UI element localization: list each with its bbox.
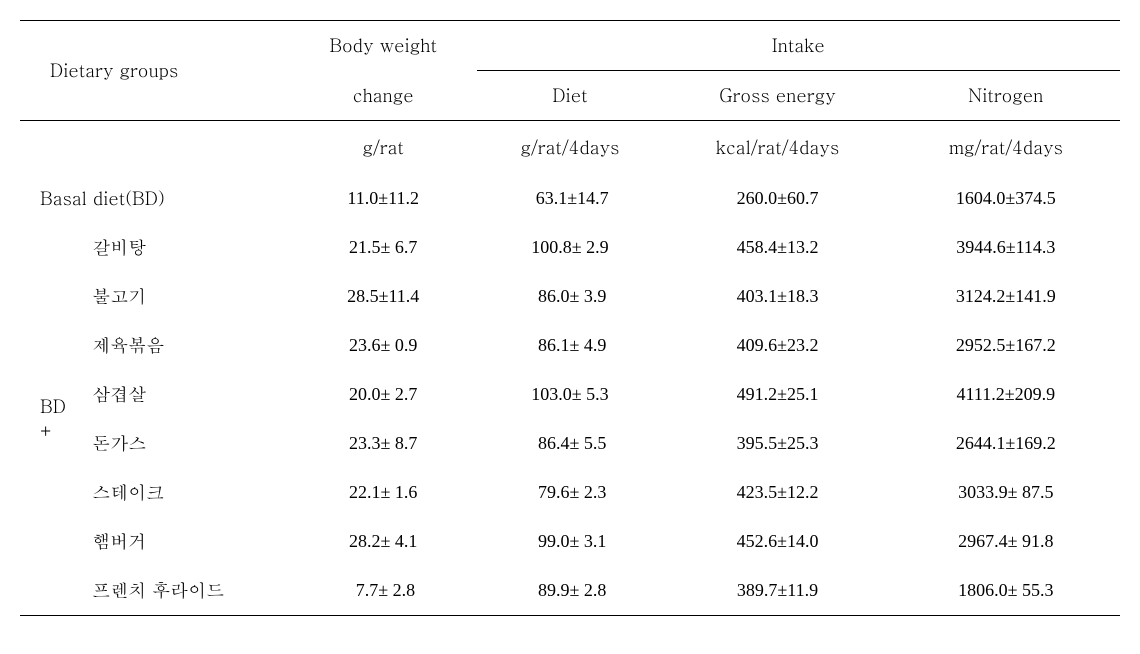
cell-nitrogen: 1806.0± 55.3	[892, 566, 1120, 616]
header-gross-energy: Gross energy	[663, 71, 891, 121]
food-name: 햄버거	[82, 517, 290, 566]
cell-nitrogen: 3033.9± 87.5	[892, 468, 1120, 517]
unit-gross-energy: kcal/rat/4days	[663, 121, 891, 175]
table-row: 햄버거 28.2± 4.1 99.0± 3.1 452.6±14.0 2967.…	[20, 517, 1120, 566]
cell-nitrogen: 3944.6±114.3	[892, 223, 1120, 272]
unit-empty	[20, 121, 290, 175]
table-row: 제육볶음 23.6± 0.9 86.1± 4.9 409.6±23.2 2952…	[20, 321, 1120, 370]
food-name: 삼겹살	[82, 370, 290, 419]
cell-gross-energy: 452.6±14.0	[663, 517, 891, 566]
unit-row: g/rat g/rat/4days kcal/rat/4days mg/rat/…	[20, 121, 1120, 175]
cell-body-weight: 23.3± 8.7	[290, 419, 477, 468]
cell-diet: 86.0± 3.9	[477, 272, 664, 321]
cell-gross-energy: 458.4±13.2	[663, 223, 891, 272]
cell-diet: 79.6± 2.3	[477, 468, 664, 517]
cell-nitrogen: 2952.5±167.2	[892, 321, 1120, 370]
cell-nitrogen: 2967.4± 91.8	[892, 517, 1120, 566]
cell-gross-energy: 491.2±25.1	[663, 370, 891, 419]
plus-text: +	[40, 419, 74, 444]
basal-body-weight: 11.0±11.2	[290, 174, 477, 223]
cell-body-weight: 21.5± 6.7	[290, 223, 477, 272]
cell-body-weight: 23.6± 0.9	[290, 321, 477, 370]
cell-body-weight: 20.0± 2.7	[290, 370, 477, 419]
food-name: 프렌치 후라이드	[82, 566, 290, 616]
cell-diet: 103.0± 5.3	[477, 370, 664, 419]
cell-body-weight: 22.1± 1.6	[290, 468, 477, 517]
bd-text: BD	[40, 394, 74, 419]
unit-diet: g/rat/4days	[477, 121, 664, 175]
cell-nitrogen: 4111.2±209.9	[892, 370, 1120, 419]
header-diet: Diet	[477, 71, 664, 121]
cell-body-weight: 28.5±11.4	[290, 272, 477, 321]
cell-gross-energy: 409.6±23.2	[663, 321, 891, 370]
header-row-1: Dietary groups Body weight Intake	[20, 21, 1120, 71]
cell-diet: 99.0± 3.1	[477, 517, 664, 566]
unit-nitrogen: mg/rat/4days	[892, 121, 1120, 175]
header-dietary-groups: Dietary groups	[20, 21, 290, 121]
table-body: g/rat g/rat/4days kcal/rat/4days mg/rat/…	[20, 121, 1120, 616]
table-row: 프렌치 후라이드 7.7± 2.8 89.9± 2.8 389.7±11.9 1…	[20, 566, 1120, 616]
unit-body-weight: g/rat	[290, 121, 477, 175]
cell-nitrogen: 2644.1±169.2	[892, 419, 1120, 468]
header-nitrogen: Nitrogen	[892, 71, 1120, 121]
cell-gross-energy: 389.7±11.9	[663, 566, 891, 616]
bd-plus-label: BD +	[20, 370, 82, 468]
cell-diet: 86.1± 4.9	[477, 321, 664, 370]
food-name: 돈가스	[82, 419, 290, 468]
food-name: 불고기	[82, 272, 290, 321]
group-empty	[20, 223, 82, 272]
header-body-weight: Body weight	[290, 21, 477, 71]
food-name: 갈비탕	[82, 223, 290, 272]
table-row: 돈가스 23.3± 8.7 86.4± 5.5 395.5±25.3 2644.…	[20, 419, 1120, 468]
food-name: 제육볶음	[82, 321, 290, 370]
basal-row: Basal diet(BD) 11.0±11.2 63.1±14.7 260.0…	[20, 174, 1120, 223]
group-empty	[20, 272, 82, 321]
cell-gross-energy: 423.5±12.2	[663, 468, 891, 517]
group-empty	[20, 517, 82, 566]
group-empty	[20, 566, 82, 616]
basal-nitrogen: 1604.0±374.5	[892, 174, 1120, 223]
group-empty	[20, 321, 82, 370]
table-row: 갈비탕 21.5± 6.7 100.8± 2.9 458.4±13.2 3944…	[20, 223, 1120, 272]
cell-diet: 100.8± 2.9	[477, 223, 664, 272]
group-empty	[20, 468, 82, 517]
data-table: Dietary groups Body weight Intake change…	[20, 20, 1120, 616]
basal-label: Basal diet(BD)	[20, 174, 290, 223]
cell-diet: 86.4± 5.5	[477, 419, 664, 468]
table-row: BD + 삼겹살 20.0± 2.7 103.0± 5.3 491.2±25.1…	[20, 370, 1120, 419]
cell-diet: 89.9± 2.8	[477, 566, 664, 616]
basal-gross-energy: 260.0±60.7	[663, 174, 891, 223]
cell-gross-energy: 403.1±18.3	[663, 272, 891, 321]
header-intake: Intake	[477, 21, 1120, 71]
table-row: 스테이크 22.1± 1.6 79.6± 2.3 423.5±12.2 3033…	[20, 468, 1120, 517]
cell-body-weight: 28.2± 4.1	[290, 517, 477, 566]
cell-nitrogen: 3124.2±141.9	[892, 272, 1120, 321]
table-row: 불고기 28.5±11.4 86.0± 3.9 403.1±18.3 3124.…	[20, 272, 1120, 321]
header-body-weight-sub: change	[290, 71, 477, 121]
food-name: 스테이크	[82, 468, 290, 517]
basal-diet: 63.1±14.7	[477, 174, 664, 223]
cell-gross-energy: 395.5±25.3	[663, 419, 891, 468]
cell-body-weight: 7.7± 2.8	[290, 566, 477, 616]
data-table-container: Dietary groups Body weight Intake change…	[20, 20, 1120, 616]
